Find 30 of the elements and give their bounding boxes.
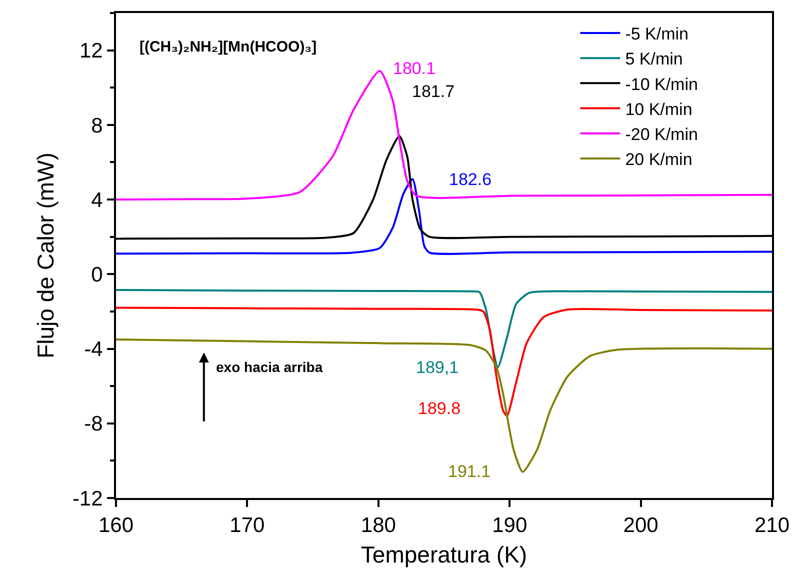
annotation: 180.1	[393, 59, 436, 78]
annotation: 189,1	[416, 358, 459, 377]
x-tick-label: 200	[623, 514, 658, 538]
legend-label: -5 K/min	[625, 24, 688, 44]
y-tick-label: 8	[91, 114, 103, 138]
annotation: exo hacia arriba	[216, 359, 323, 375]
text: [(CH₃)₂NH₂][Mn(HCOO)₃]	[139, 38, 317, 56]
x-axis-title: Temperatura (K)	[360, 541, 528, 568]
x-tick-label: 170	[230, 514, 265, 538]
legend-label: -20 K/min	[625, 125, 698, 144]
y-tick-label: -8	[84, 412, 103, 436]
x-tick-label: 190	[492, 514, 528, 538]
annotation: 182.6	[449, 170, 492, 189]
y-tick-label: -12	[72, 487, 103, 510]
annotation: 189.8	[418, 399, 461, 418]
line-series	[116, 306, 772, 417]
y-tick-label: 0	[91, 264, 103, 286]
y-tick-label: -4	[84, 338, 104, 362]
legend-label: 5 K/min	[625, 50, 683, 69]
x-tick-label: 210	[754, 514, 790, 538]
x-tick-label: 160	[98, 514, 134, 538]
y-tick-label: 4	[91, 188, 104, 212]
annotation: 191.1	[448, 462, 491, 481]
annotation: 181.7	[412, 82, 455, 101]
legend-label: 10 K/min	[625, 100, 692, 119]
x-tick-label: 180	[360, 514, 396, 538]
y-axis-title: Flujo de Calor (mW)	[32, 152, 58, 358]
legend-label: -10 K/min	[625, 74, 698, 94]
y-tick-label: 12	[79, 40, 103, 63]
legend-label: 20 K/min	[625, 150, 692, 170]
